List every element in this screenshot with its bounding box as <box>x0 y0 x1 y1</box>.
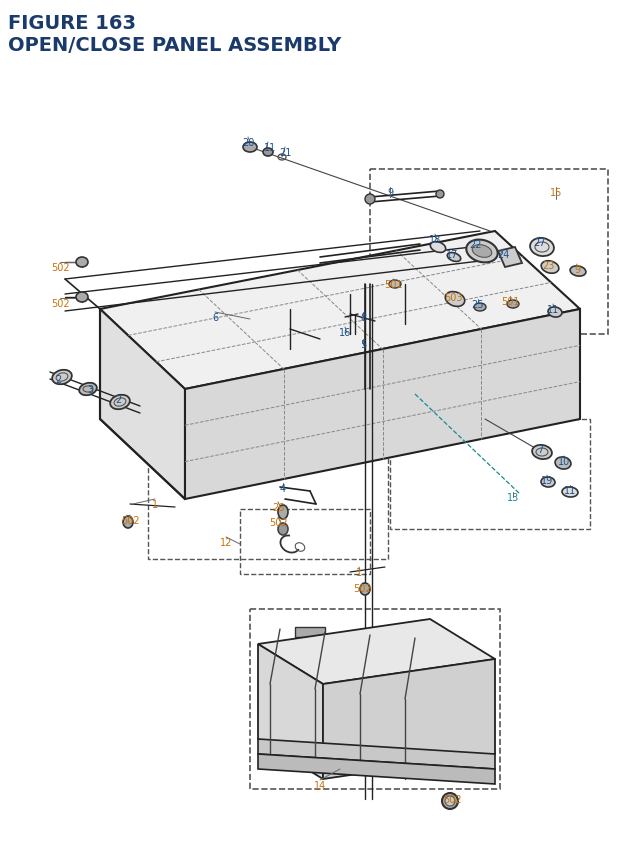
Bar <box>355 632 385 642</box>
Text: 9: 9 <box>387 188 393 198</box>
Text: 11: 11 <box>547 305 559 314</box>
Ellipse shape <box>445 292 465 307</box>
Text: 4: 4 <box>280 483 286 493</box>
Ellipse shape <box>278 523 288 536</box>
Text: OPEN/CLOSE PANEL ASSEMBLY: OPEN/CLOSE PANEL ASSEMBLY <box>8 36 341 55</box>
Polygon shape <box>185 310 580 499</box>
Text: 1: 1 <box>356 567 362 578</box>
Text: 502: 502 <box>121 516 140 525</box>
Ellipse shape <box>555 457 571 469</box>
Text: 2: 2 <box>55 375 61 385</box>
Ellipse shape <box>472 245 492 258</box>
Text: 14: 14 <box>314 780 326 790</box>
Polygon shape <box>258 754 495 784</box>
Ellipse shape <box>530 238 554 257</box>
Ellipse shape <box>52 370 72 385</box>
Ellipse shape <box>507 300 519 308</box>
Text: 501: 501 <box>500 297 519 307</box>
Text: 2: 2 <box>115 394 121 405</box>
Ellipse shape <box>123 517 133 529</box>
Ellipse shape <box>263 149 273 157</box>
Text: 5: 5 <box>360 339 366 350</box>
Bar <box>390 419 590 530</box>
Ellipse shape <box>110 395 130 410</box>
Ellipse shape <box>442 793 458 809</box>
Text: 11: 11 <box>264 143 276 152</box>
Text: FIGURE 163: FIGURE 163 <box>8 14 136 33</box>
Ellipse shape <box>570 267 586 276</box>
Text: 15: 15 <box>550 188 562 198</box>
Ellipse shape <box>389 281 401 288</box>
Ellipse shape <box>467 240 498 263</box>
Text: 10: 10 <box>558 456 570 467</box>
Ellipse shape <box>436 191 444 199</box>
Text: 502: 502 <box>444 794 462 804</box>
Ellipse shape <box>79 383 97 396</box>
Polygon shape <box>258 619 495 684</box>
Text: 502: 502 <box>51 263 69 273</box>
Ellipse shape <box>447 253 461 262</box>
Bar <box>295 628 325 637</box>
Text: 18: 18 <box>429 235 441 245</box>
Text: 11: 11 <box>564 486 576 495</box>
Text: 24: 24 <box>497 250 509 260</box>
Ellipse shape <box>562 487 578 498</box>
Ellipse shape <box>278 505 288 519</box>
Polygon shape <box>323 660 495 779</box>
Text: 21: 21 <box>279 148 291 158</box>
Text: 501: 501 <box>384 280 403 289</box>
Text: 6: 6 <box>212 313 218 323</box>
Ellipse shape <box>430 242 445 253</box>
Text: 503: 503 <box>444 293 462 303</box>
Text: 3: 3 <box>87 385 93 394</box>
Ellipse shape <box>474 304 486 312</box>
Text: 17: 17 <box>446 250 458 260</box>
Ellipse shape <box>548 307 562 318</box>
Ellipse shape <box>541 478 555 487</box>
Text: 502: 502 <box>269 517 287 528</box>
Text: 8: 8 <box>360 313 366 323</box>
Polygon shape <box>100 232 580 389</box>
Text: 9: 9 <box>574 264 580 275</box>
Ellipse shape <box>76 257 88 268</box>
Text: 502: 502 <box>354 583 372 593</box>
Text: 13: 13 <box>507 492 519 503</box>
Text: 19: 19 <box>541 475 553 486</box>
Text: 12: 12 <box>220 537 232 548</box>
Ellipse shape <box>76 293 88 303</box>
Text: 502: 502 <box>51 299 69 308</box>
Text: 20: 20 <box>242 138 254 148</box>
Text: 26: 26 <box>272 503 284 512</box>
Ellipse shape <box>243 143 257 152</box>
Text: 27: 27 <box>532 238 545 248</box>
Polygon shape <box>258 739 495 769</box>
Text: 23: 23 <box>542 261 554 270</box>
Ellipse shape <box>541 262 559 274</box>
Bar <box>240 510 370 574</box>
Ellipse shape <box>365 195 375 205</box>
Text: 22: 22 <box>470 239 483 250</box>
Polygon shape <box>258 644 323 779</box>
Text: 16: 16 <box>339 328 351 338</box>
Bar <box>370 170 608 335</box>
Ellipse shape <box>360 583 370 595</box>
Polygon shape <box>100 310 185 499</box>
Bar <box>148 368 388 560</box>
Polygon shape <box>498 248 522 268</box>
Text: 25: 25 <box>472 300 484 310</box>
Text: 7: 7 <box>537 444 543 455</box>
Bar <box>250 610 500 789</box>
Ellipse shape <box>532 445 552 460</box>
Text: 1: 1 <box>152 499 158 510</box>
Ellipse shape <box>445 796 455 806</box>
